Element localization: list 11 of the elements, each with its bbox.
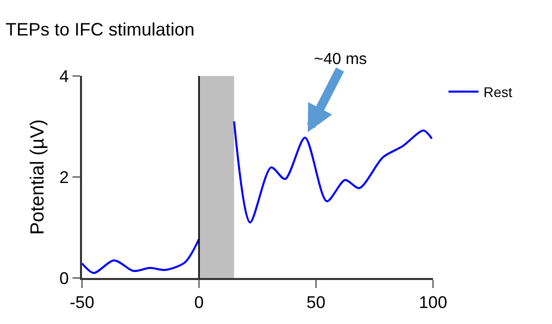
x-tick-label: 100	[418, 293, 448, 312]
y-tick-label: 4	[59, 66, 69, 86]
y-tick-label: 2	[59, 168, 69, 187]
legend-label: Rest	[484, 84, 512, 100]
annotation: ~40 ms	[314, 51, 367, 68]
x-tick-label: 0	[194, 293, 204, 312]
x-tick-label: -50	[70, 293, 94, 312]
chart-title: TEPs to IFC stimulation	[6, 19, 195, 40]
y-tick-label: 0	[59, 268, 69, 288]
x-tick-label: 50	[306, 293, 326, 312]
y-axis-title: Potential (µV)	[28, 119, 49, 235]
